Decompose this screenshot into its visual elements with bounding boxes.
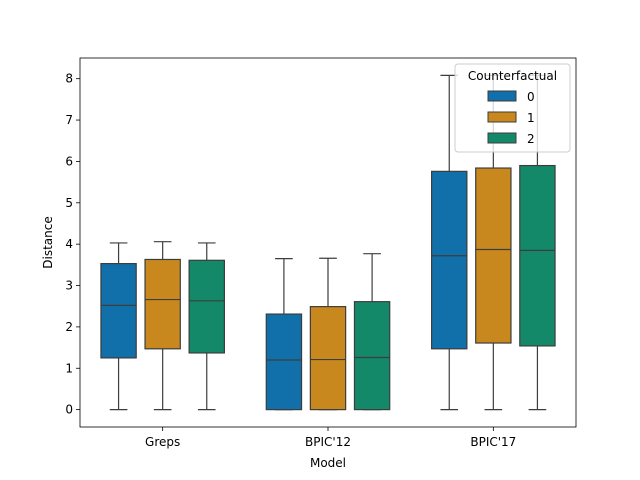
box-body — [188, 259, 225, 354]
box-0-Greps — [100, 242, 137, 411]
legend: Counterfactual 0 1 2 — [454, 63, 571, 153]
legend-swatch — [487, 90, 517, 102]
box-body — [265, 313, 303, 411]
box-body — [353, 301, 391, 411]
box-body — [431, 170, 468, 350]
y-tick-label: 4 — [65, 237, 73, 251]
legend-label: 1 — [527, 111, 535, 125]
y-tick-label: 3 — [65, 279, 73, 293]
box-body — [475, 167, 512, 344]
box-0-BPIC'12 — [265, 258, 303, 411]
box-body — [144, 258, 181, 350]
legend-title: Counterfactual — [468, 69, 557, 83]
y-tick-label: 5 — [65, 196, 73, 210]
box-2-BPIC'12 — [353, 253, 391, 411]
y-tick-label: 0 — [65, 403, 73, 417]
box-body — [309, 306, 347, 411]
y-tick-label: 8 — [65, 72, 73, 86]
box-body — [519, 164, 556, 347]
box-body — [100, 262, 137, 359]
y-axis-label: Distance — [41, 216, 55, 268]
box-2-Greps — [188, 242, 225, 411]
legend-box — [454, 63, 571, 153]
legend-swatch — [487, 132, 517, 144]
legend-label: 2 — [527, 132, 535, 146]
plot-area — [100, 74, 556, 411]
x-tick-label: BPIC'12 — [305, 435, 351, 449]
x-tick-label: BPIC'17 — [470, 435, 516, 449]
legend-item-2: 2 — [487, 132, 535, 146]
legend-item-0: 0 — [487, 90, 535, 104]
y-axis: 0 1 2 3 4 5 6 7 8 — [65, 72, 80, 417]
y-tick-label: 1 — [65, 361, 73, 375]
box-1-Greps — [144, 241, 181, 411]
y-tick-label: 6 — [65, 154, 73, 168]
x-axis-label: Model — [310, 456, 346, 470]
box-0-BPIC'17 — [431, 74, 468, 411]
x-axis: Greps BPIC'12 BPIC'17 — [145, 427, 516, 449]
box-1-BPIC'12 — [309, 257, 347, 411]
y-tick-label: 7 — [65, 113, 73, 127]
legend-swatch — [487, 111, 517, 123]
legend-label: 0 — [527, 90, 535, 104]
legend-item-1: 1 — [487, 111, 535, 125]
x-tick-label: Greps — [145, 435, 180, 449]
y-tick-label: 2 — [65, 320, 73, 334]
